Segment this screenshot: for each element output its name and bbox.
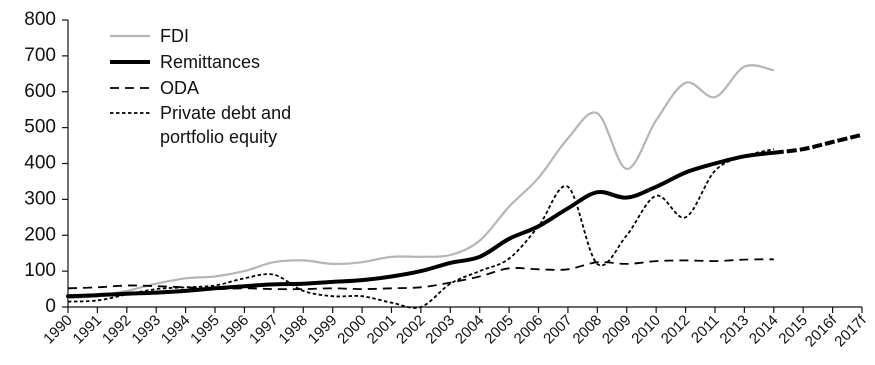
x-tick-label: 2014 — [746, 312, 782, 348]
series-line-fdi — [67, 64, 775, 300]
legend-label-oda: ODA — [160, 78, 199, 98]
y-axis: 0 100 200 300 400 500 600 700 800 — [24, 9, 69, 317]
series-layer — [66, 64, 863, 309]
x-tick-label: 2009 — [599, 312, 635, 348]
x-tick-label: 1993 — [128, 312, 164, 348]
x-tick-label: 2013 — [717, 312, 753, 348]
x-tick-label: 2012 — [658, 312, 694, 348]
y-tick-label: 100 — [24, 260, 56, 281]
x-tick-label: 2008 — [570, 312, 606, 348]
y-tick-label: 300 — [24, 188, 56, 209]
x-tick-label: 1997 — [246, 312, 282, 348]
x-tick-label: 2003 — [423, 312, 459, 348]
y-tick-label: 700 — [24, 45, 56, 66]
legend: FDI Remittances ODA Private debt and portfol… — [110, 26, 291, 147]
x-tick-label: 1992 — [99, 312, 135, 348]
legend-label-remittances: Remittances — [160, 52, 260, 72]
series-line-remittances-forecast — [773, 132, 863, 155]
x-tick-label: 1995 — [187, 312, 223, 348]
x-tick-label: 2017f — [831, 311, 870, 350]
y-tick-label: 200 — [24, 224, 56, 245]
x-tick-label: 1998 — [275, 312, 311, 348]
x-axis: 1990199119921993199419951996199719981999… — [40, 306, 870, 350]
x-tick-label: 2005 — [481, 312, 517, 348]
x-tick-label: 2010 — [628, 312, 664, 348]
x-tick-label: 2016f — [802, 311, 841, 350]
y-tick-label: 800 — [24, 9, 56, 30]
series-line-remittances — [66, 150, 776, 299]
x-tick-label: 2002 — [393, 312, 429, 348]
y-tick-label: 600 — [24, 81, 56, 102]
x-tick-label: 1996 — [217, 312, 253, 348]
y-tick-label: 400 — [24, 153, 56, 174]
x-tick-label: 2011 — [688, 312, 723, 347]
series-line-oda — [67, 258, 774, 291]
x-tick-label: 2000 — [334, 312, 370, 348]
series-line-private-debt-and-portfolio-equity — [67, 148, 775, 309]
x-tick-label: 1990 — [40, 312, 76, 348]
x-tick-label: 2004 — [452, 312, 488, 348]
x-tick-label: 2006 — [511, 312, 547, 348]
legend-label-private-debt-and-portfolio-equity: Private debt and portfolio equity — [160, 103, 291, 147]
legend-label-fdi: FDI — [160, 26, 189, 46]
x-tick-label: 2001 — [364, 312, 400, 348]
x-tick-label: 1994 — [158, 312, 194, 348]
x-tick-label: 2007 — [540, 312, 576, 348]
y-tick-label: 0 — [45, 296, 56, 317]
x-tick-label: 1991 — [70, 312, 106, 348]
y-tick-label: 500 — [24, 117, 56, 138]
x-tick-label: 1999 — [305, 312, 341, 348]
